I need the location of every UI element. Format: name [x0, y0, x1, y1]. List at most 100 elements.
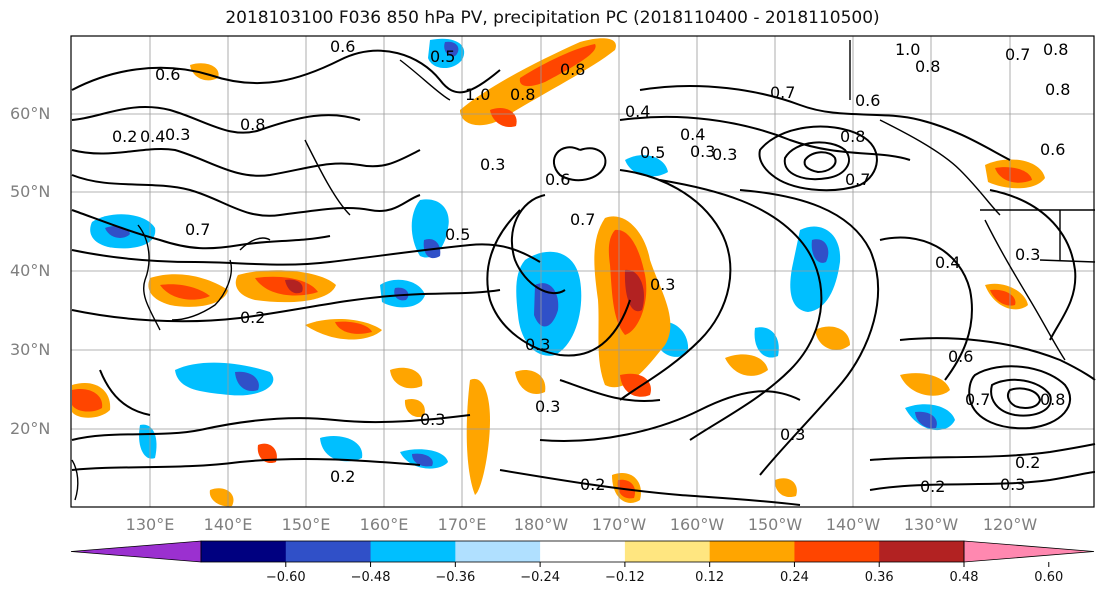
- contour-label: 0.8: [840, 127, 865, 146]
- colorbar-segment: [879, 541, 965, 562]
- negative-anomaly-region: [235, 371, 259, 392]
- contour-label: 0.4: [625, 102, 650, 121]
- contour-label: 0.3: [712, 145, 737, 164]
- latitude-label: 40°N: [10, 261, 51, 280]
- contour-label: 0.3: [690, 142, 715, 161]
- contour-label: 0.8: [240, 115, 265, 134]
- contour-label: 0.4: [680, 125, 705, 144]
- colorbar-segment: [624, 541, 711, 562]
- contour-label: 0.4: [140, 127, 165, 146]
- contour-label: 0.3: [1015, 245, 1040, 264]
- colorbar-tick-label: 0.12: [695, 570, 725, 585]
- longitude-label: 140°E: [203, 515, 253, 534]
- negative-anomaly-region: [915, 411, 937, 429]
- precipitation-shading: [72, 38, 1045, 507]
- latitude-label: 50°N: [10, 182, 51, 201]
- positive-anomaly-region: [490, 107, 517, 128]
- contour-label: 0.6: [948, 347, 973, 366]
- colorbar-tick-label: −0.12: [604, 570, 645, 585]
- contour-label: 0.5: [430, 47, 455, 66]
- contour-label: 0.3: [780, 425, 805, 444]
- longitude-label: 130°E: [125, 515, 175, 534]
- contour-label: 0.8: [1040, 390, 1065, 409]
- contour-label: 0.3: [165, 125, 190, 144]
- graticule: [71, 36, 1094, 507]
- colorbar-extend-min: [70, 540, 202, 563]
- colorbar-segment: [370, 541, 456, 562]
- negative-anomaly-region: [811, 239, 829, 263]
- positive-anomaly-region: [390, 367, 423, 389]
- contour-label: 0.6: [1040, 140, 1065, 159]
- contour-label: 0.8: [1045, 80, 1070, 99]
- positive-anomaly-region: [515, 370, 546, 394]
- negative-anomaly-region: [625, 155, 668, 177]
- contour-label: 0.2: [240, 308, 265, 327]
- positive-anomaly-region: [995, 167, 1032, 183]
- longitude-label: 130°W: [903, 515, 959, 534]
- map-frame: [70, 35, 1095, 508]
- positive-anomaly-region: [519, 44, 596, 87]
- colorbar-segment: [285, 541, 372, 562]
- negative-anomaly-region: [444, 41, 459, 57]
- colorbar-tick-label: 0.60: [1034, 570, 1064, 585]
- contour-label: 0.6: [855, 91, 880, 110]
- contour-label: 0.8: [915, 57, 940, 76]
- contour-label: 0.6: [330, 37, 355, 56]
- contour-label: 0.2: [1015, 453, 1040, 472]
- contour-label: 0.8: [560, 60, 585, 79]
- longitude-label: 150°W: [747, 515, 803, 534]
- positive-anomaly-region: [815, 326, 850, 350]
- longitude-label: 160°W: [669, 515, 725, 534]
- longitude-label: 140°W: [825, 515, 881, 534]
- contour-label: 0.5: [640, 143, 665, 162]
- positive-anomaly-region: [990, 289, 1016, 306]
- colorbar-segment: [201, 541, 287, 562]
- contour-label: 0.6: [545, 170, 570, 189]
- positive-anomaly-region: [209, 488, 234, 507]
- pv-contours: [71, 49, 1096, 506]
- positive-anomaly-region: [285, 279, 303, 294]
- contour-label: 0.3: [1000, 475, 1025, 494]
- contour-label: 0.7: [965, 390, 990, 409]
- contour-label: 0.7: [185, 220, 210, 239]
- colorbar-tick-label: −0.24: [520, 570, 561, 585]
- longitude-label: 170°E: [437, 515, 487, 534]
- contour-label: 0.3: [420, 410, 445, 429]
- longitude-label: 170°W: [591, 515, 647, 534]
- contour-label: 1.0: [465, 85, 490, 104]
- colorbar-tick-label: −0.48: [350, 570, 391, 585]
- colorbar-extend-max: [963, 540, 1095, 563]
- latitude-label: 60°N: [10, 104, 51, 123]
- contour-label: 0.4: [935, 253, 960, 272]
- contour-label: 0.2: [330, 467, 355, 486]
- contour-label: 0.2: [920, 477, 945, 496]
- positive-anomaly-region: [404, 398, 425, 418]
- map-title: 2018103100 F036 850 hPa PV, precipitatio…: [225, 8, 880, 28]
- contour-labels: 0.60.60.50.80.30.40.70.30.60.70.50.20.30…: [112, 37, 1070, 496]
- contour-label: 0.6: [155, 65, 180, 84]
- positive-anomaly-region: [900, 373, 950, 396]
- colorbar-tick-label: −0.60: [265, 570, 306, 585]
- positive-anomaly-region: [620, 373, 651, 397]
- longitude-label: 120°W: [982, 515, 1038, 534]
- negative-anomaly-region: [411, 199, 449, 258]
- positive-anomaly-region: [160, 284, 210, 300]
- positive-anomaly-region: [466, 378, 490, 495]
- longitude-label: 180°W: [513, 515, 569, 534]
- longitude-label: 150°E: [281, 515, 331, 534]
- colorbar-outline: [200, 540, 965, 563]
- colorbar-tick-label: 0.24: [779, 570, 809, 585]
- negative-anomaly-region: [412, 453, 433, 467]
- negative-anomaly-region: [320, 436, 363, 462]
- positive-anomaly-region: [72, 389, 103, 412]
- contour-label: 0.3: [480, 155, 505, 174]
- positive-anomaly-region: [257, 443, 277, 464]
- contour-label: 0.7: [845, 170, 870, 189]
- latitude-label: 20°N: [10, 419, 51, 438]
- contour-label: 0.8: [1043, 40, 1068, 59]
- colorbar-segment: [709, 541, 795, 562]
- contour-label: 0.2: [580, 475, 605, 494]
- coastlines: [71, 40, 1096, 501]
- colorbar-segment: [455, 541, 541, 562]
